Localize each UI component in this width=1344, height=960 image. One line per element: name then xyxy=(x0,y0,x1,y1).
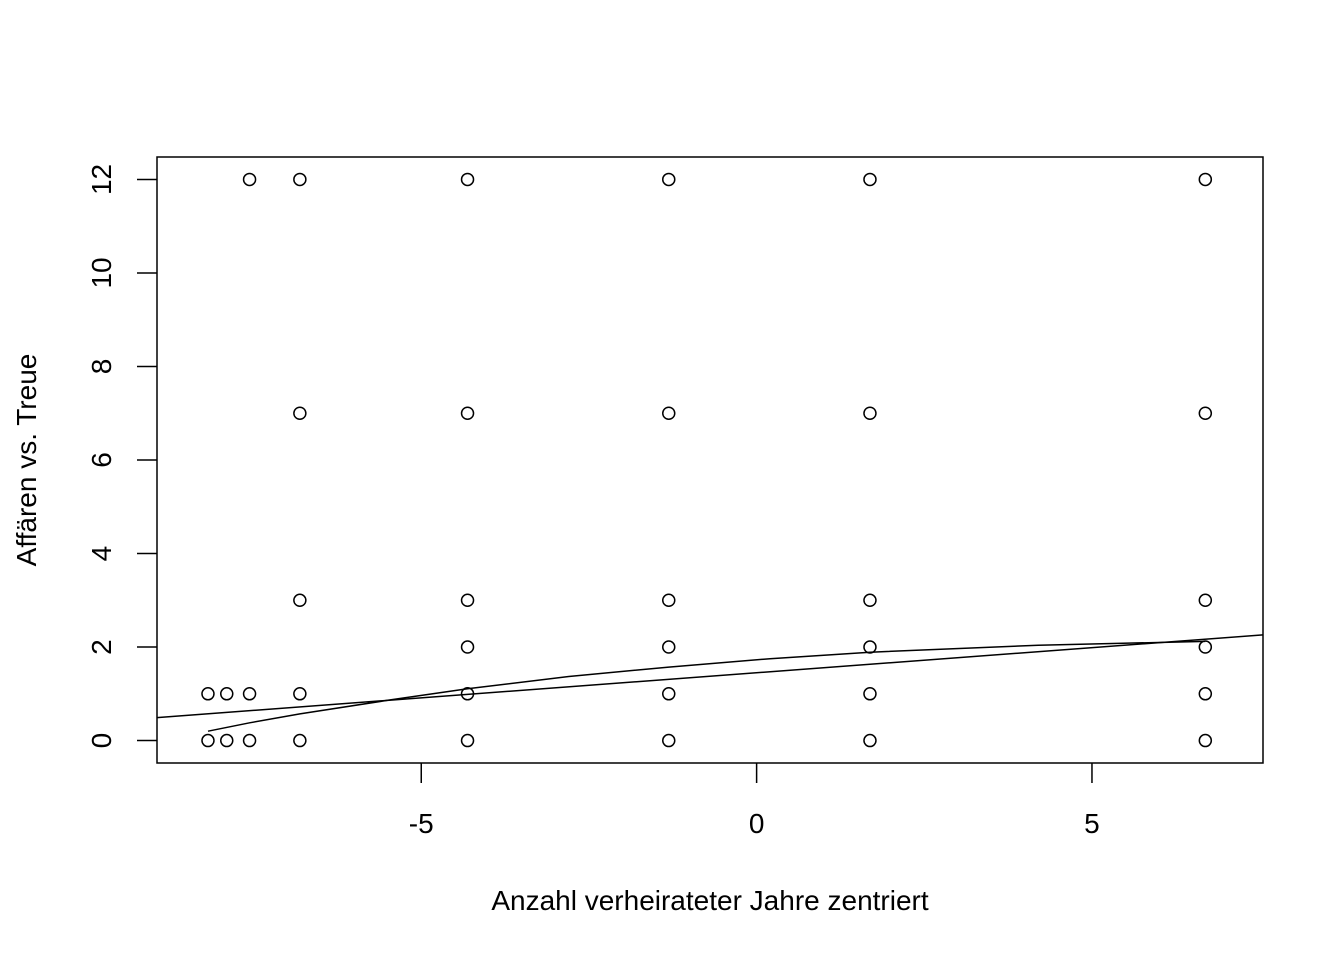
data-point xyxy=(460,733,475,748)
y-tick-label: 10 xyxy=(86,257,117,288)
smooth-fit-curve xyxy=(207,640,1206,732)
y-tick-label: 2 xyxy=(86,639,117,655)
data-point xyxy=(293,406,307,420)
data-point xyxy=(201,687,215,701)
plot-area-box xyxy=(156,156,1264,764)
y-tick-label: 8 xyxy=(86,359,117,375)
x-tick-label: 0 xyxy=(749,808,765,839)
data-point xyxy=(662,733,676,748)
data-point xyxy=(662,593,676,608)
data-point xyxy=(662,640,676,654)
data-point xyxy=(1198,687,1213,701)
data-point xyxy=(863,593,877,608)
y-tick-label: 4 xyxy=(86,546,117,562)
x-axis-title: Anzahl verheirateter Jahre zentriert xyxy=(491,885,929,916)
linear-fit-line xyxy=(156,634,1264,719)
data-point xyxy=(460,406,475,420)
data-point xyxy=(460,593,475,608)
data-point xyxy=(1198,640,1213,654)
data-point xyxy=(1198,733,1213,748)
data-point xyxy=(662,687,676,701)
data-point xyxy=(293,172,307,187)
y-axis-title: Affären vs. Treue xyxy=(11,354,42,567)
data-point xyxy=(242,687,257,701)
y-tick-label: 6 xyxy=(86,452,117,468)
y-tick-label: 0 xyxy=(86,733,117,749)
data-point xyxy=(242,733,257,748)
data-point xyxy=(293,593,307,608)
data-point xyxy=(863,687,877,701)
data-point xyxy=(863,406,877,420)
x-axis: -5 0 5 xyxy=(409,763,1100,839)
data-points xyxy=(201,172,1213,748)
data-point xyxy=(220,733,234,748)
data-point xyxy=(460,687,475,701)
data-point xyxy=(201,733,215,748)
data-point xyxy=(1198,172,1213,187)
data-point xyxy=(863,172,877,187)
data-point xyxy=(460,172,475,187)
y-tick-label: 12 xyxy=(86,164,117,195)
data-point xyxy=(662,406,676,420)
x-tick-label: 5 xyxy=(1084,808,1100,839)
data-point xyxy=(863,733,877,748)
x-tick-label: -5 xyxy=(409,808,434,839)
fit-lines xyxy=(156,634,1264,732)
data-point xyxy=(220,687,234,701)
data-point xyxy=(863,640,877,654)
data-point xyxy=(662,172,676,187)
data-point xyxy=(293,733,307,748)
data-point xyxy=(1198,593,1213,608)
y-axis: 0 2 4 6 8 10 12 xyxy=(86,164,157,748)
data-point xyxy=(1198,406,1213,420)
data-point xyxy=(242,172,257,187)
data-point xyxy=(293,687,307,701)
data-point xyxy=(460,640,475,654)
